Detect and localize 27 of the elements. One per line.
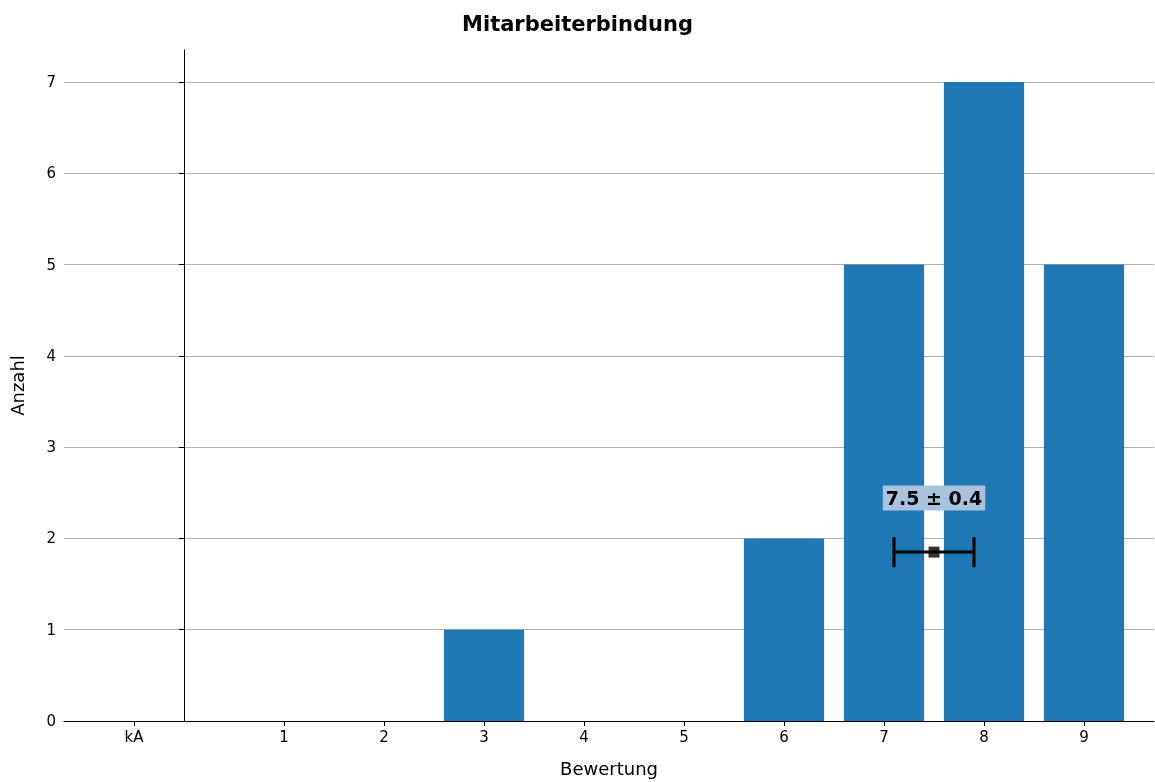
x-tick-label: 5 bbox=[679, 727, 689, 746]
x-axis-title: Bewertung bbox=[560, 757, 658, 779]
bar bbox=[443, 629, 525, 721]
y-tick-label: 5 bbox=[46, 255, 56, 274]
y-tick-label: 1 bbox=[46, 620, 56, 639]
annotation: 7.5 ± 0.4 bbox=[885, 487, 983, 510]
x-tick-label: 4 bbox=[579, 727, 589, 746]
x-tick-label: 1 bbox=[279, 727, 289, 746]
x-tick-label: 6 bbox=[779, 727, 789, 746]
chart-title: Mitarbeiterbindung bbox=[462, 11, 693, 36]
x-tick-label: kA bbox=[124, 727, 145, 746]
x-tick-label: 8 bbox=[979, 727, 989, 746]
y-tick-label: 3 bbox=[46, 438, 56, 457]
x-tick-label: 3 bbox=[479, 727, 489, 746]
y-tick-label: 4 bbox=[46, 346, 56, 365]
x-tick-label: 9 bbox=[1079, 727, 1089, 746]
x-tick-label: 7 bbox=[879, 727, 889, 746]
y-tick-label: 2 bbox=[46, 529, 56, 548]
y-axis-title: Anzahl bbox=[6, 355, 28, 416]
y-tick-label: 0 bbox=[46, 712, 56, 730]
bar bbox=[943, 81, 1025, 721]
y-tick-label: 6 bbox=[46, 164, 56, 183]
bar bbox=[743, 538, 825, 721]
bar bbox=[1043, 264, 1125, 721]
x-tick-label: 2 bbox=[379, 727, 389, 746]
bar bbox=[843, 264, 925, 721]
y-tick-label: 7 bbox=[46, 72, 56, 91]
